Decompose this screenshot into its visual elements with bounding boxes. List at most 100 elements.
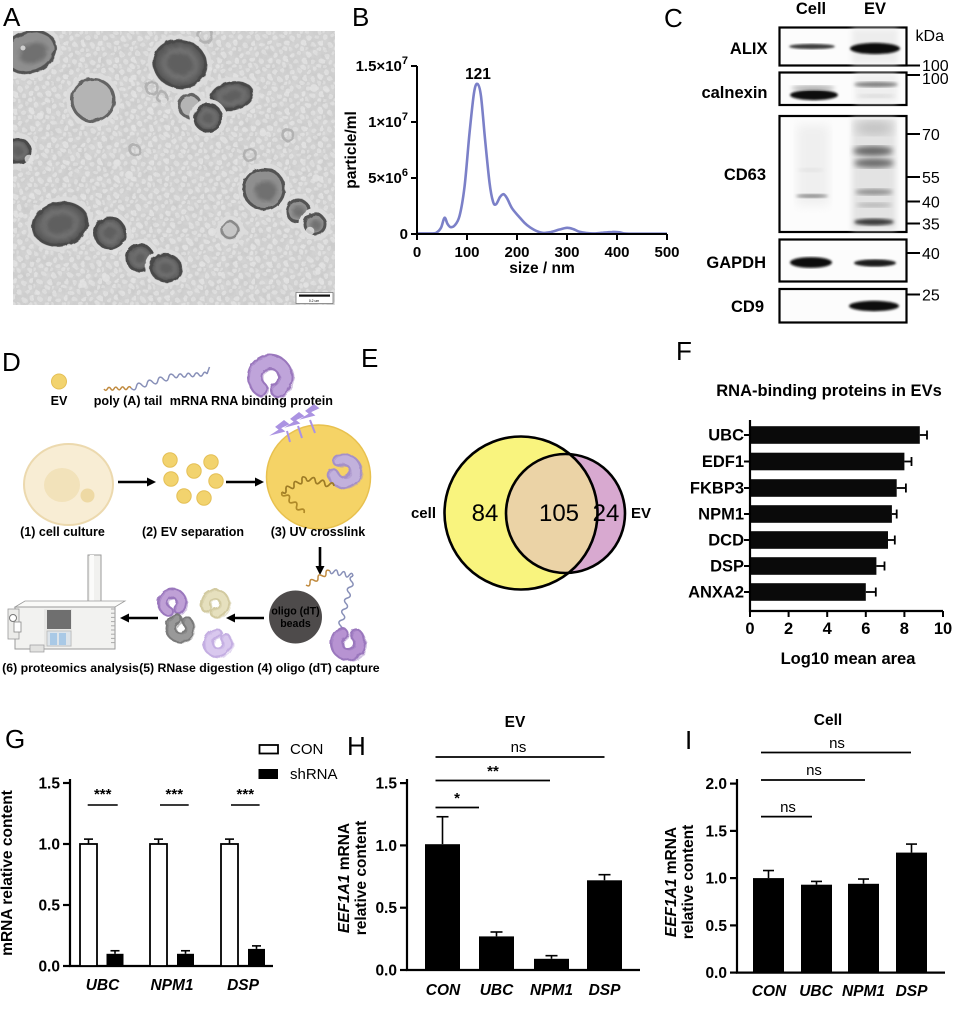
svg-text:relative content: relative content bbox=[353, 821, 370, 936]
svg-text:***: *** bbox=[166, 786, 184, 803]
svg-text:EDF1: EDF1 bbox=[702, 453, 744, 471]
svg-text:A: A bbox=[3, 2, 21, 32]
svg-text:0.5: 0.5 bbox=[375, 900, 397, 917]
svg-text:size / nm: size / nm bbox=[509, 260, 574, 277]
svg-text:(5) RNase digestion: (5) RNase digestion bbox=[139, 661, 254, 675]
svg-text:H: H bbox=[347, 731, 366, 761]
svg-text:2: 2 bbox=[784, 620, 793, 638]
svg-text:NPM1: NPM1 bbox=[530, 982, 573, 999]
svg-text:0: 0 bbox=[745, 620, 754, 638]
svg-text:GAPDH: GAPDH bbox=[706, 254, 766, 272]
svg-text:(1) cell culture: (1) cell culture bbox=[20, 525, 105, 539]
svg-text:(4) oligo (dT) capture: (4) oligo (dT) capture bbox=[257, 661, 379, 675]
svg-text:500: 500 bbox=[654, 244, 679, 261]
svg-text:CON: CON bbox=[290, 741, 323, 758]
svg-text:DCD: DCD bbox=[708, 532, 744, 550]
svg-text:particle/ml: particle/ml bbox=[343, 111, 360, 189]
svg-text:Log10 mean area: Log10 mean area bbox=[781, 650, 917, 668]
svg-text:EV: EV bbox=[864, 0, 886, 18]
svg-text:200: 200 bbox=[504, 244, 529, 261]
svg-text:ns: ns bbox=[829, 735, 845, 752]
svg-text:DSP: DSP bbox=[227, 977, 260, 994]
svg-text:C: C bbox=[664, 3, 683, 33]
svg-text:EV: EV bbox=[51, 394, 68, 408]
svg-text:0: 0 bbox=[413, 244, 421, 261]
svg-text:1×107: 1×107 bbox=[368, 111, 408, 131]
svg-text:55: 55 bbox=[922, 170, 940, 187]
svg-text:0.2 um: 0.2 um bbox=[309, 299, 320, 303]
svg-text:UBC: UBC bbox=[86, 977, 120, 994]
svg-text:40: 40 bbox=[922, 195, 940, 212]
svg-text:D: D bbox=[2, 347, 21, 377]
svg-text:NPM1: NPM1 bbox=[698, 506, 744, 524]
svg-text:E: E bbox=[361, 343, 378, 373]
svg-text:5×106: 5×106 bbox=[368, 167, 408, 187]
svg-text:400: 400 bbox=[604, 244, 629, 261]
svg-text:poly (A) tail: poly (A) tail bbox=[94, 394, 163, 408]
svg-text:0.0: 0.0 bbox=[38, 959, 60, 976]
svg-text:0.0: 0.0 bbox=[705, 965, 727, 982]
svg-text:EV: EV bbox=[505, 714, 526, 731]
svg-text:Cell: Cell bbox=[814, 712, 842, 729]
svg-text:105: 105 bbox=[539, 500, 579, 527]
svg-text:300: 300 bbox=[554, 244, 579, 261]
svg-text:35: 35 bbox=[922, 217, 940, 234]
svg-text:***: *** bbox=[94, 786, 112, 803]
svg-text:0.0: 0.0 bbox=[375, 963, 397, 980]
svg-text:ns: ns bbox=[780, 799, 796, 816]
svg-text:I: I bbox=[685, 725, 692, 755]
svg-text:70: 70 bbox=[922, 127, 940, 144]
svg-text:calnexin: calnexin bbox=[701, 84, 767, 102]
svg-text:RNA binding protein: RNA binding protein bbox=[211, 394, 333, 408]
svg-text:mRNA relative content: mRNA relative content bbox=[0, 790, 16, 956]
svg-text:(6) proteomics analysis: (6) proteomics analysis bbox=[2, 661, 139, 675]
svg-text:100: 100 bbox=[922, 58, 949, 75]
svg-text:100: 100 bbox=[454, 244, 479, 261]
svg-text:DSP: DSP bbox=[896, 983, 929, 1000]
svg-text:25: 25 bbox=[922, 288, 940, 305]
svg-text:100: 100 bbox=[922, 71, 949, 88]
svg-text:ns: ns bbox=[806, 762, 822, 779]
svg-text:relative content: relative content bbox=[680, 825, 697, 940]
svg-text:***: *** bbox=[237, 786, 255, 803]
svg-text:8: 8 bbox=[900, 620, 909, 638]
svg-text:121: 121 bbox=[465, 66, 491, 83]
svg-text:(3) UV crosslink: (3) UV crosslink bbox=[271, 525, 366, 539]
svg-text:1.5: 1.5 bbox=[38, 776, 60, 793]
svg-text:cell: cell bbox=[411, 505, 436, 522]
svg-text:FKBP3: FKBP3 bbox=[690, 480, 744, 498]
svg-text:DSP: DSP bbox=[589, 982, 622, 999]
svg-text:CON: CON bbox=[426, 982, 461, 999]
svg-text:ALIX: ALIX bbox=[730, 40, 768, 58]
svg-text:24: 24 bbox=[593, 500, 620, 527]
svg-text:G: G bbox=[5, 724, 25, 754]
svg-text:kDa: kDa bbox=[916, 28, 945, 45]
svg-text:UBC: UBC bbox=[708, 427, 744, 445]
svg-text:oligo (dT): oligo (dT) bbox=[271, 606, 319, 618]
svg-text:1.5: 1.5 bbox=[375, 776, 397, 793]
svg-text:1.5: 1.5 bbox=[705, 823, 727, 840]
svg-text:CD9: CD9 bbox=[731, 298, 764, 316]
svg-text:84: 84 bbox=[472, 500, 499, 527]
svg-text:ANXA2: ANXA2 bbox=[688, 584, 744, 602]
svg-text:(2) EV separation: (2) EV separation bbox=[142, 525, 244, 539]
svg-text:1.0: 1.0 bbox=[705, 871, 727, 888]
svg-text:1.0: 1.0 bbox=[375, 838, 397, 855]
svg-text:Cell: Cell bbox=[796, 0, 826, 18]
svg-text:0.5: 0.5 bbox=[38, 898, 60, 915]
svg-text:beads: beads bbox=[280, 618, 311, 630]
svg-text:40: 40 bbox=[922, 246, 940, 263]
svg-text:shRNA: shRNA bbox=[290, 766, 338, 783]
svg-text:2.0: 2.0 bbox=[705, 776, 727, 793]
svg-text:NPM1: NPM1 bbox=[842, 983, 885, 1000]
svg-text:EEF1A1 mRNA: EEF1A1 mRNA bbox=[663, 827, 680, 937]
svg-text:ns: ns bbox=[511, 739, 527, 756]
svg-text:1.5×107: 1.5×107 bbox=[356, 55, 408, 75]
svg-text:**: ** bbox=[487, 763, 499, 780]
svg-text:10: 10 bbox=[934, 620, 952, 638]
svg-text:UBC: UBC bbox=[480, 982, 514, 999]
svg-text:F: F bbox=[676, 336, 692, 366]
svg-text:*: * bbox=[454, 790, 460, 807]
svg-text:0: 0 bbox=[400, 226, 408, 243]
svg-text:CON: CON bbox=[752, 983, 787, 1000]
